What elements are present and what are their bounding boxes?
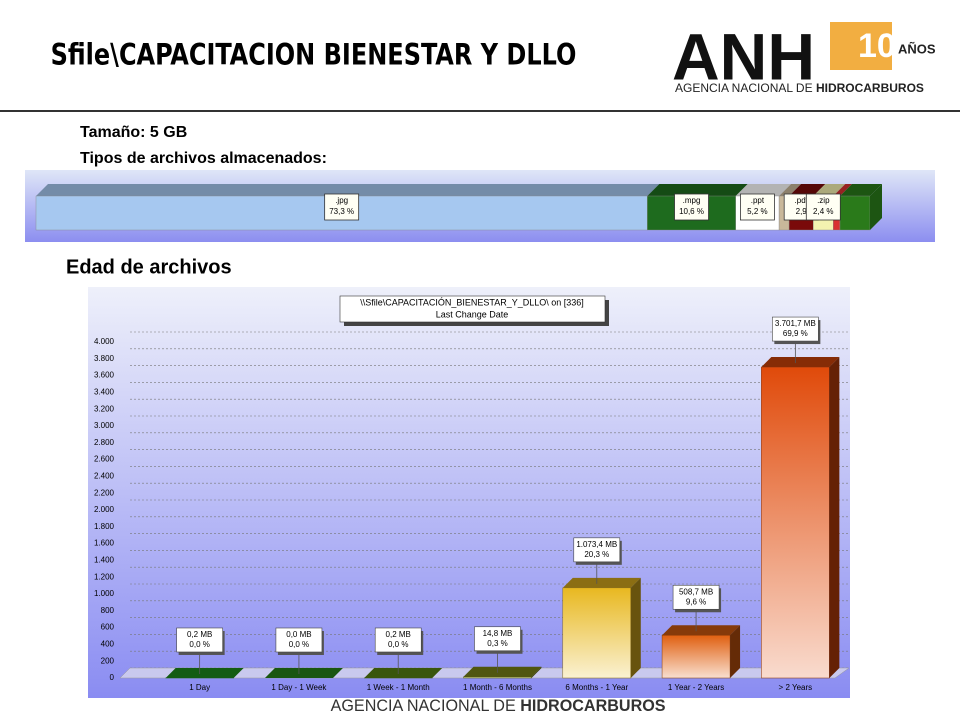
x-tick-label: 1 Week - 1 Month — [367, 683, 430, 692]
size-label: Tamaño: 5 GB — [80, 124, 187, 141]
y-tick-label: 2.200 — [94, 488, 115, 497]
x-tick-label: 1 Day - 1 Week — [271, 683, 327, 692]
slide-title: Sfile\CAPACITACION BIENESTAR Y DLLO — [51, 37, 577, 71]
share-label: 9,6 % — [686, 597, 706, 606]
share-label: 69,9 % — [783, 329, 808, 338]
bar-side — [829, 357, 839, 678]
chart-subtitle: Last Change Date — [436, 309, 509, 319]
value-label: 0,0 MB — [286, 630, 311, 639]
share-label: 0,0 % — [189, 640, 209, 649]
y-tick-label: 1.000 — [94, 589, 115, 598]
y-tick-label: 3.400 — [94, 388, 115, 397]
bar-top — [464, 667, 542, 677]
segment — [840, 196, 870, 230]
y-tick-label: 3.000 — [94, 421, 115, 430]
footer: AGENCIA NACIONAL DE HIDROCARBUROS — [331, 696, 666, 715]
bar — [662, 635, 730, 678]
y-tick-label: 1.600 — [94, 539, 115, 548]
x-tick-label: > 2 Years — [779, 683, 813, 692]
logo-subtitle: AGENCIA NACIONAL DE HIDROCARBUROS — [675, 81, 924, 95]
y-tick-label: 800 — [101, 606, 115, 615]
y-tick-label: 4.000 — [94, 337, 115, 346]
y-tick-label: 2.400 — [94, 472, 115, 481]
y-tick-label: 3.600 — [94, 371, 115, 380]
segment-label: .zip 2,4 % — [806, 194, 840, 220]
footer-bold: HIDROCARBUROS — [520, 696, 665, 715]
y-tick-label: 3.800 — [94, 354, 115, 363]
segment-label: .ppt 5,2 % — [740, 194, 774, 220]
bar-side — [631, 578, 641, 678]
x-tick-label: 6 Months - 1 Year — [565, 683, 628, 692]
bar — [464, 677, 532, 678]
value-label: 508,7 MB — [679, 587, 713, 596]
value-label: 14,8 MB — [483, 629, 513, 638]
category-label: .mpg — [683, 196, 701, 205]
category-label: .ppt — [751, 196, 765, 205]
share-label: 20,3 % — [584, 550, 609, 559]
y-tick-label: 2.000 — [94, 505, 115, 514]
category-label: .zip — [817, 196, 830, 205]
logo-sub-prefix: AGENCIA NACIONAL DE — [675, 81, 816, 95]
x-tick-label: 1 Year - 2 Years — [668, 683, 725, 692]
y-tick-label: 600 — [101, 623, 115, 632]
y-tick-label: 1.800 — [94, 522, 115, 531]
logo-years: 10 — [858, 27, 896, 65]
bar-top — [265, 668, 343, 678]
x-tick-label: 1 Day — [189, 683, 210, 692]
logo-anos: AÑOS — [898, 41, 936, 56]
y-tick-label: 3.200 — [94, 404, 115, 413]
value-label: 2,4 % — [813, 207, 833, 216]
bar — [761, 367, 829, 678]
value-label: 10,6 % — [679, 207, 704, 216]
value-label: 5,2 % — [747, 207, 767, 216]
bar-top — [563, 578, 641, 588]
bar-top — [662, 625, 740, 635]
value-label: 1.073,4 MB — [576, 540, 617, 549]
bar-top — [166, 668, 244, 678]
y-tick-label: 2.800 — [94, 438, 115, 447]
logo-sub-bold: HIDROCARBUROS — [816, 81, 924, 95]
segment-label: .jpg 73,3 % — [325, 194, 359, 220]
x-tick-label: 1 Month - 6 Months — [463, 683, 532, 692]
segment-label: .mpg 10,6 % — [675, 194, 709, 220]
footer-prefix: AGENCIA NACIONAL DE — [331, 696, 521, 715]
chart-title: \\Sfile\CAPACITACIÓN_BIENESTAR_Y_DLLO\ o… — [360, 297, 584, 307]
y-tick-label: 0 — [110, 673, 115, 682]
value-label: 0,2 MB — [187, 630, 212, 639]
value-label: 73,3 % — [329, 207, 354, 216]
bar-top — [761, 357, 839, 367]
value-label: 2,9 — [796, 207, 808, 216]
types-label: Tipos de archivos almacenados: — [80, 150, 327, 167]
share-label: 0,0 % — [289, 640, 309, 649]
share-label: 0,0 % — [388, 640, 408, 649]
y-tick-label: 1.400 — [94, 556, 115, 565]
y-tick-label: 200 — [101, 656, 115, 665]
y-tick-label: 1.200 — [94, 572, 115, 581]
bar-top — [364, 668, 442, 678]
bar — [563, 588, 631, 678]
y-tick-label: 400 — [101, 640, 115, 649]
category-label: .jpg — [335, 196, 348, 205]
y-tick-label: 2.600 — [94, 455, 115, 464]
value-label: 0,2 MB — [386, 630, 411, 639]
share-label: 0,3 % — [487, 639, 507, 648]
age-label: Edad de archivos — [66, 256, 232, 278]
value-label: 3.701,7 MB — [775, 319, 816, 328]
